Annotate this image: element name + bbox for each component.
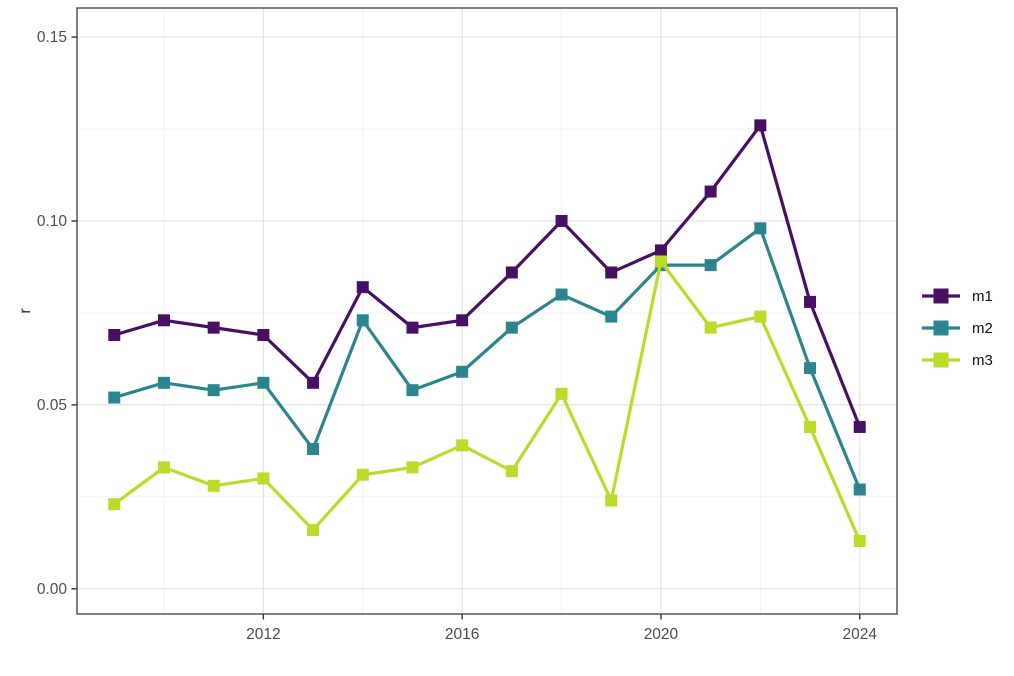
series-marker-m3	[605, 494, 618, 507]
series-marker-m3	[704, 321, 717, 334]
panel-border	[76, 7, 898, 615]
series-marker-m3	[108, 498, 121, 511]
series-marker-m1	[307, 376, 320, 389]
y-tick-label: 0.10	[37, 213, 68, 230]
y-tick-label: 0.00	[37, 581, 68, 598]
x-tick-label: 2024	[842, 626, 877, 643]
legend-item-m2: m2	[921, 312, 993, 344]
series-marker-m1	[853, 420, 866, 433]
series-marker-m1	[207, 321, 220, 334]
series-marker-m2	[356, 314, 369, 327]
legend-label-m1: m1	[972, 287, 993, 305]
series-marker-m2	[406, 384, 419, 397]
x-tick-label: 2020	[644, 626, 679, 643]
x-tick-label: 2012	[246, 626, 280, 643]
y-tick-label: 0.05	[37, 397, 67, 414]
series-marker-m2	[853, 483, 866, 496]
series-marker-m2	[108, 391, 121, 404]
series-marker-m1	[555, 214, 568, 227]
series-marker-m2	[555, 288, 568, 301]
series-marker-m2	[754, 222, 767, 235]
series-marker-m2	[207, 384, 220, 397]
legend: m1 m2 m3	[921, 280, 993, 376]
series-line-m1	[113, 123, 862, 428]
series-marker-m1	[704, 185, 717, 198]
series-marker-m1	[505, 266, 518, 279]
series-marker-m3	[654, 255, 667, 268]
series-marker-m2	[704, 259, 717, 272]
series-marker-m1	[456, 314, 469, 327]
panel-background	[77, 8, 897, 614]
legend-key-m2-icon	[922, 320, 960, 336]
legend-label-m3: m3	[972, 351, 993, 369]
series-marker-m3	[207, 479, 220, 492]
series-marker-m3	[804, 420, 817, 433]
y-tick-label: 0.15	[37, 29, 67, 46]
series-marker-m3	[257, 472, 270, 485]
series-marker-m1	[257, 329, 270, 342]
legend-item-m1: m1	[921, 280, 993, 312]
series-marker-m1	[406, 321, 419, 334]
series-marker-m3	[307, 523, 320, 536]
series-marker-m2	[307, 443, 320, 456]
series-marker-m1	[108, 329, 121, 342]
series-marker-m2	[257, 376, 270, 389]
series-marker-m1	[356, 281, 369, 294]
series-marker-m2	[505, 321, 518, 334]
y-axis-title: r	[17, 308, 34, 314]
series-marker-m3	[754, 310, 767, 323]
series-marker-m1	[605, 266, 618, 279]
series-marker-m1	[157, 314, 170, 327]
series-marker-m3	[456, 439, 469, 452]
series-marker-m3	[555, 387, 568, 400]
legend-key-m3-icon	[922, 352, 960, 368]
series-marker-m3	[853, 534, 866, 547]
series-marker-m3	[505, 465, 518, 478]
series-marker-m1	[654, 244, 667, 257]
series-marker-m3	[157, 461, 170, 474]
legend-item-m3: m3	[921, 344, 993, 376]
legend-label-m2: m2	[972, 319, 993, 337]
series-line-m2	[113, 226, 862, 491]
series-marker-m2	[804, 362, 817, 375]
series-marker-m2	[456, 365, 469, 378]
series-marker-m3	[356, 468, 369, 481]
x-tick-label: 2016	[445, 626, 479, 643]
series-line-m3	[113, 259, 862, 542]
series-marker-m2	[605, 310, 618, 323]
series-marker-m2	[157, 376, 170, 389]
legend-key-m1-icon	[922, 288, 960, 304]
series-marker-m1	[754, 119, 767, 132]
series-marker-m1	[804, 295, 817, 308]
series-marker-m3	[406, 461, 419, 474]
